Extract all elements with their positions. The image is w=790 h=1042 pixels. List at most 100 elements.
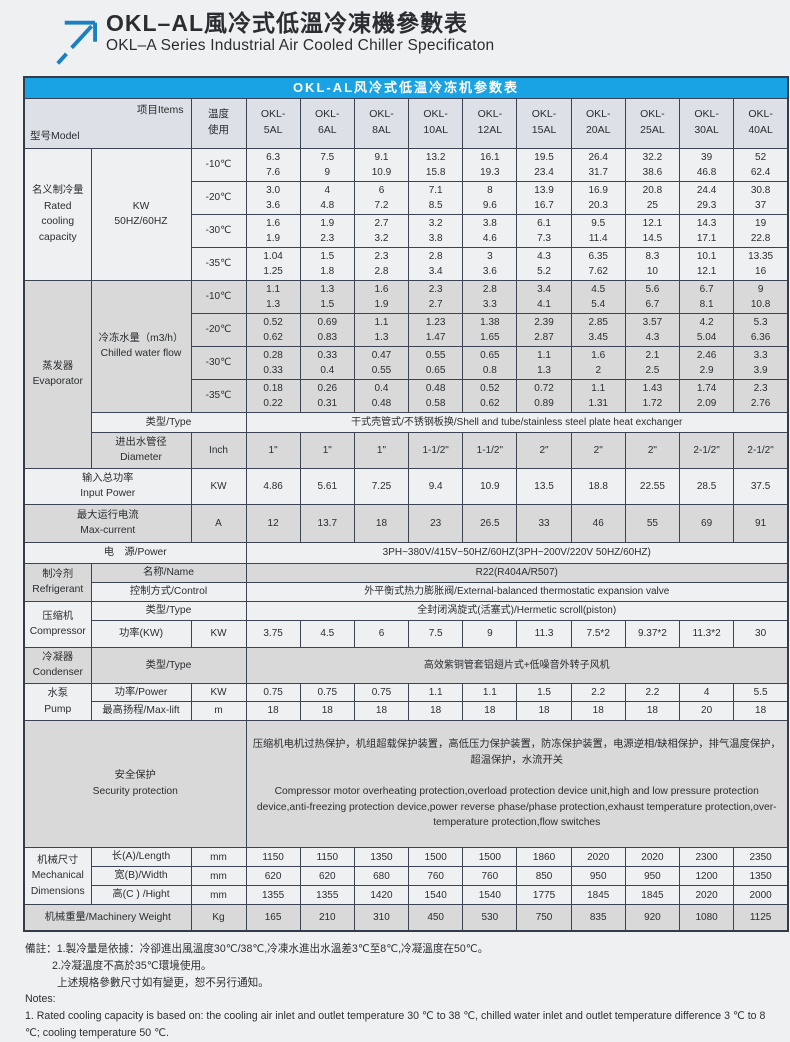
value-cell: 450	[408, 904, 464, 932]
value-cell: 760	[462, 866, 518, 887]
value-cell: 28.5	[678, 467, 735, 505]
evaporator-flow-row: -20℃ 0.52 0.62 0.69 0.83 1.1 1.3 1.23 1.47 1…	[24, 312, 789, 347]
value-cell: 14.3 17.1	[678, 213, 735, 248]
value-cell: 18	[299, 701, 355, 721]
value-cell: 0.47 0.55	[353, 345, 410, 380]
width-unit: mm	[190, 866, 247, 887]
value-cell: 920	[624, 904, 681, 932]
value-cell: 4.3 5.2	[516, 246, 572, 281]
value-cell: 16.9 20.3	[570, 180, 626, 215]
flow-label-cell: 冷冻水量（m3/h） Chilled water flow	[90, 279, 192, 413]
value-cell: 8.3 10	[624, 246, 681, 281]
value-cell: 2.46 2.9	[678, 345, 735, 380]
value-cell: 2.3 2.7	[408, 279, 464, 314]
temp-cell: -35℃	[190, 246, 247, 281]
value-cell: 13.7	[299, 503, 355, 543]
value-cell: 1.1	[462, 682, 518, 703]
value-cell: 30	[733, 619, 789, 648]
input-power-row: 输入总功率 Input Power KW 4.86 5.61 7.25 9.4 10.9…	[23, 467, 789, 505]
model-header-label: 型号Model	[30, 130, 80, 142]
value-cell: 1200	[678, 866, 735, 887]
value-cell: 55	[624, 503, 681, 543]
value-cell: 18	[570, 701, 626, 721]
pump-lift-label: 最高扬程/Max-lift	[90, 701, 192, 721]
value-cell: 1350	[733, 866, 789, 887]
value-cell: 10.9	[462, 467, 518, 505]
value-cell: 1-1/2"	[462, 431, 518, 469]
value-cell: 2000	[733, 885, 789, 906]
security-text-en: Compressor motor overheating protection,…	[256, 786, 777, 829]
value-cell: 7.1 8.5	[408, 180, 464, 215]
value-cell: 13.5	[516, 467, 572, 505]
value-cell: 9.5 11.4	[570, 213, 626, 248]
value-cell: 2.2	[624, 682, 681, 703]
value-cell: 4.5	[299, 619, 355, 648]
value-cell: 5.3 6.36	[733, 312, 789, 347]
value-cell: 52 62.4	[733, 147, 789, 182]
page-subtitle: OKL–A Series Industrial Air Cooled Chill…	[106, 37, 495, 55]
value-cell: 30.8 37	[733, 180, 789, 215]
value-cell: 2.2	[570, 682, 626, 703]
value-cell: 2.8 3.4	[408, 246, 464, 281]
value-cell: 18	[245, 701, 301, 721]
value-cell: 1.9 2.3	[299, 213, 355, 248]
value-cell: 1.1 1.31	[570, 378, 626, 413]
value-cell: 2.1 2.5	[624, 345, 681, 380]
value-cell: 18	[733, 701, 789, 721]
value-cell: 39 46.8	[678, 147, 735, 182]
temp-cell: -10℃	[190, 279, 247, 314]
input-power-label: 输入总功率 Input Power	[23, 467, 192, 505]
value-cell: 11.3*2	[678, 619, 735, 648]
condenser-row: 冷凝器 Condenser 类型/Type 高效紫铜管套铝翅片式+低噪音外转子风…	[23, 646, 789, 684]
value-cell: 3.0 3.6	[245, 180, 301, 215]
compressor-type-label: 类型/Type	[90, 600, 247, 621]
refrigerant-control-label: 控制方式/Control	[90, 581, 247, 602]
evaporator-type-label: 类型/Type	[90, 411, 247, 433]
value-cell: 3.75	[245, 619, 301, 648]
value-cell: 9 10.8	[733, 279, 789, 314]
page-header: OKL–AL風冷式低溫冷凍機參數表 OKL–A Series Industria…	[0, 0, 790, 72]
value-cell: 19.5 23.4	[516, 147, 572, 182]
value-cell: 835	[570, 904, 626, 932]
cooling-row: 名义制冷量 Rated cooling capacity KW 50HZ/60H…	[23, 147, 789, 281]
value-cell: 2.3 2.76	[733, 378, 789, 413]
refrigerant-control-row: 控制方式/Control 外平衡式热力膨胀阀/External-balanced…	[24, 581, 789, 602]
value-cell: 0.69 0.83	[299, 312, 355, 347]
value-cell: 0.65 0.8	[462, 345, 518, 380]
pump-lift-row: 最高扬程/Max-lift m 18 18 18 18 18 18 18 18 20 18	[24, 701, 789, 721]
value-cell: 33	[516, 503, 572, 543]
compressor-power-row: 功率(KW) KW 3.75 4.5 6 7.5 9 11.3 7.5*2 9.37*2 11.…	[24, 619, 789, 648]
value-cell: 69	[678, 503, 735, 543]
value-cell: 1350	[353, 847, 410, 868]
value-cell: 2-1/2"	[678, 431, 735, 469]
value-cell: 950	[624, 866, 681, 887]
diameter-label: 进出水管径 Diameter	[90, 431, 192, 469]
value-cell: 0.48 0.58	[408, 378, 464, 413]
value-cell: 5.5	[733, 682, 789, 703]
max-current-row: 最大运行电流 Max-current A 12 13.7 18 23 26.5 33 46 5…	[23, 503, 789, 543]
value-cell: 0.75	[353, 682, 410, 703]
value-cell: 18	[462, 701, 518, 721]
evaporator-flow-row: -35℃ 0.18 0.22 0.26 0.31 0.4 0.48 0.48 0.58…	[24, 378, 789, 413]
value-cell: 950	[570, 866, 626, 887]
value-cell: OKL- 8AL	[353, 97, 410, 149]
value-cell: 0.18 0.22	[245, 378, 301, 413]
value-cell: 4	[678, 682, 735, 703]
compressor-type-row: 压缩机 Compressor 类型/Type 全封闭涡旋式(活塞式)/Herme…	[23, 600, 789, 648]
value-cell: 1"	[299, 431, 355, 469]
dimension-row-width: 宽(B)/Width mm 620 620 680 760 760 850 950 950 12…	[24, 866, 789, 887]
value-cell: 9.4	[408, 467, 464, 505]
value-cell: 5.61	[299, 467, 355, 505]
value-cell: OKL- 25AL	[624, 97, 681, 149]
value-cell: 1.38 1.65	[462, 312, 518, 347]
compressor-type-value: 全封闭涡旋式(活塞式)/Hermetic scroll(piston)	[245, 600, 789, 621]
value-cell: 1150	[245, 847, 301, 868]
value-cell: 12.1 14.5	[624, 213, 681, 248]
value-cell: 1860	[516, 847, 572, 868]
value-cell: 7.5	[408, 619, 464, 648]
condenser-type-value: 高效紫铜管套铝翅片式+低噪音外转子风机	[245, 646, 789, 684]
pump-power-row: 水泵 Pump 功率/Power KW 0.75 0.75 0.75 1.1 1.1 1.…	[23, 682, 789, 721]
value-cell: 11.3	[516, 619, 572, 648]
security-text-cn: 压缩机电机过热保护，机组超载保护装置，高低压力保护装置，防冻保护装置，电源逆相/…	[252, 739, 781, 766]
value-cell: 2"	[516, 431, 572, 469]
